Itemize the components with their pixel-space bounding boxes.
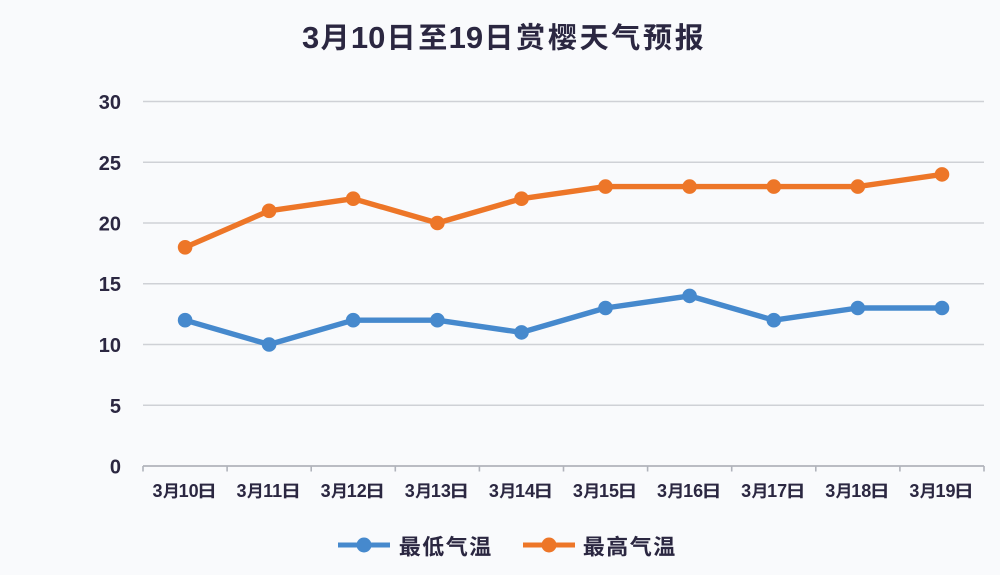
svg-text:16: 16 bbox=[683, 481, 703, 501]
svg-text:1: 1 bbox=[449, 20, 466, 55]
svg-text:3: 3 bbox=[321, 481, 331, 501]
svg-text:20: 20 bbox=[99, 214, 121, 236]
svg-text:3: 3 bbox=[909, 481, 919, 501]
svg-text:5: 5 bbox=[110, 396, 121, 418]
svg-text:3: 3 bbox=[405, 481, 415, 501]
svg-text:19: 19 bbox=[935, 481, 955, 501]
svg-text:10: 10 bbox=[99, 335, 121, 357]
svg-text:15: 15 bbox=[99, 274, 121, 296]
svg-text:1: 1 bbox=[351, 20, 368, 55]
svg-text:3: 3 bbox=[152, 481, 162, 501]
svg-text:25: 25 bbox=[99, 153, 121, 175]
svg-text:30: 30 bbox=[99, 92, 121, 114]
svg-text:0: 0 bbox=[110, 457, 121, 479]
svg-text:3: 3 bbox=[302, 20, 319, 55]
svg-text:11: 11 bbox=[263, 481, 282, 501]
svg-text:15: 15 bbox=[599, 481, 619, 501]
svg-text:17: 17 bbox=[767, 481, 787, 501]
svg-text:3: 3 bbox=[825, 481, 835, 501]
svg-text:14: 14 bbox=[515, 481, 535, 501]
svg-text:10: 10 bbox=[179, 481, 199, 501]
svg-text:9: 9 bbox=[466, 20, 483, 55]
svg-text:18: 18 bbox=[851, 481, 871, 501]
svg-text:3: 3 bbox=[657, 481, 667, 501]
svg-text:12: 12 bbox=[347, 481, 367, 501]
svg-text:3: 3 bbox=[573, 481, 583, 501]
svg-text:13: 13 bbox=[431, 481, 451, 501]
svg-text:3: 3 bbox=[236, 481, 246, 501]
svg-text:3: 3 bbox=[741, 481, 751, 501]
svg-text:0: 0 bbox=[368, 20, 385, 55]
svg-text:3: 3 bbox=[489, 481, 499, 501]
